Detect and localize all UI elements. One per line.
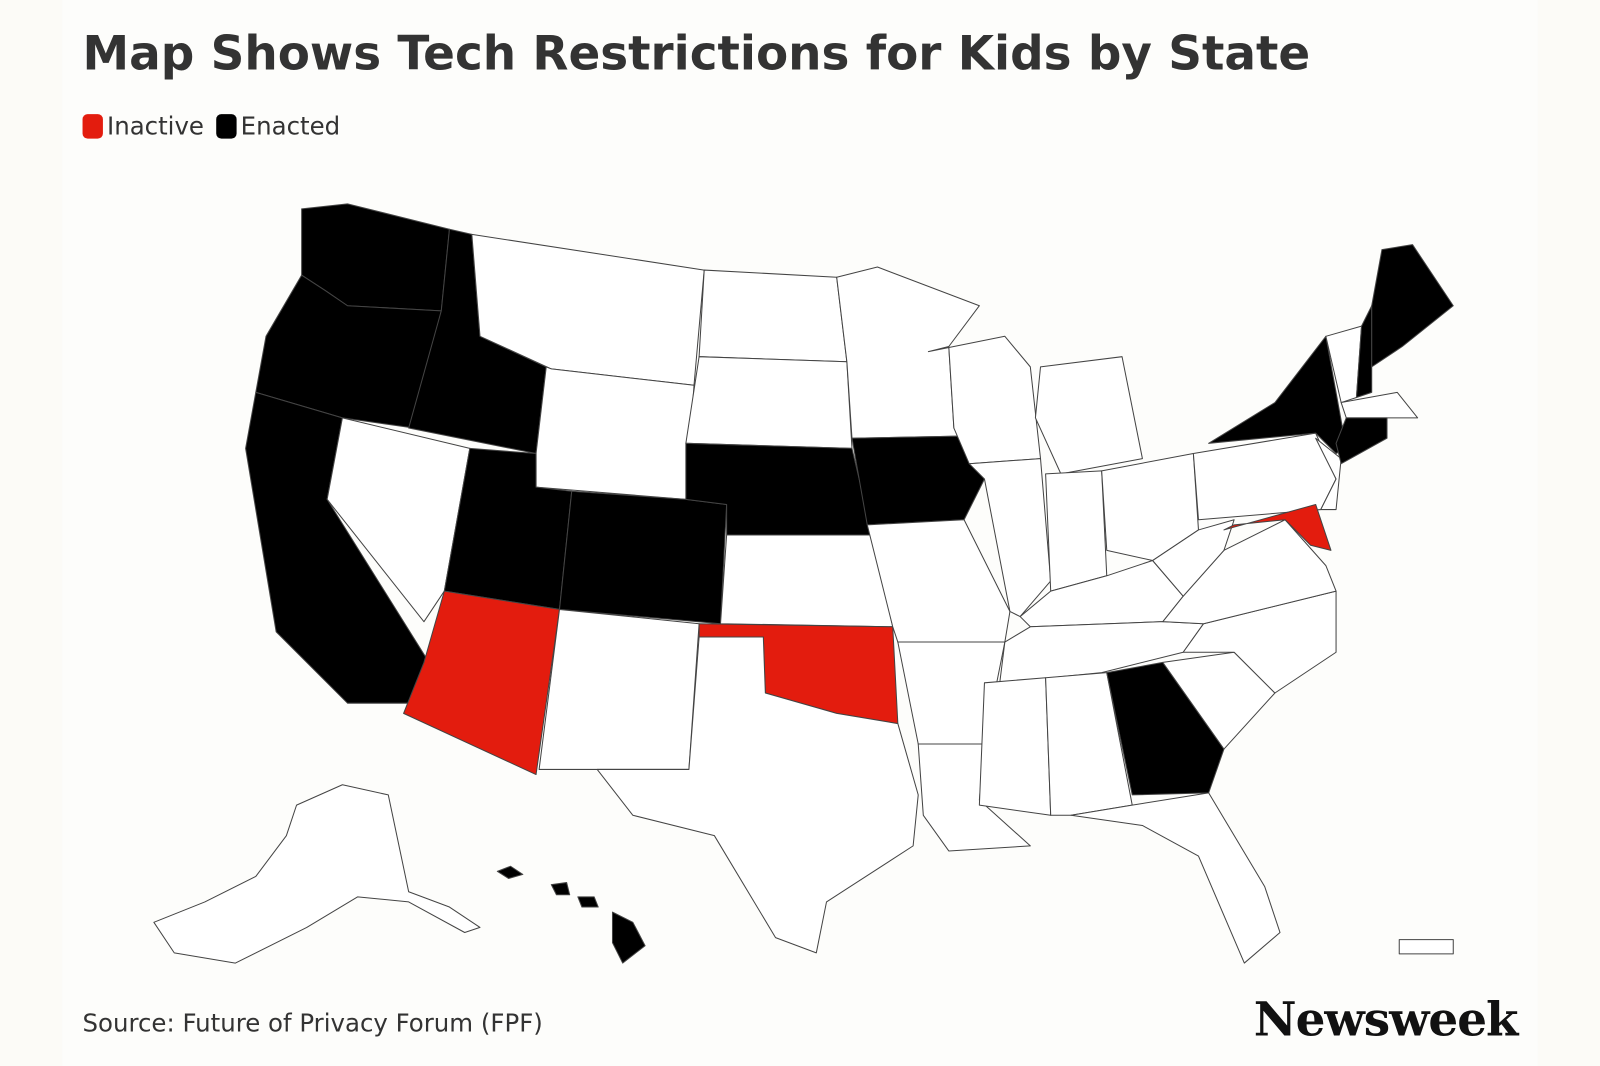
state	[1045, 470, 1108, 592]
state	[1355, 305, 1373, 398]
state	[1335, 417, 1388, 465]
state	[577, 896, 599, 908]
legend-swatch	[82, 114, 103, 139]
state	[326, 417, 471, 623]
state	[558, 490, 728, 625]
state	[611, 911, 646, 964]
state	[1152, 519, 1235, 597]
state	[403, 590, 560, 776]
legend-label: Enacted	[241, 112, 340, 141]
state	[535, 366, 695, 500]
source: Source: Future of Privacy Forum (FPF)	[83, 1008, 543, 1037]
brand-logo: Newsweek	[1254, 992, 1520, 1047]
state	[978, 677, 1052, 816]
state	[496, 865, 524, 879]
state	[719, 534, 894, 628]
title: Map Shows Tech Restrictions for Kids by …	[83, 26, 1311, 81]
legend-swatch	[216, 114, 237, 139]
state	[685, 356, 853, 449]
state	[596, 636, 919, 954]
state	[1223, 503, 1332, 551]
state	[153, 784, 481, 964]
state	[1106, 661, 1225, 796]
state	[698, 269, 848, 363]
state	[1371, 244, 1454, 368]
state	[1398, 939, 1454, 955]
state	[1034, 356, 1143, 475]
state	[1315, 437, 1342, 511]
legend: Inactive Enacted	[82, 112, 340, 141]
us-map	[153, 203, 1454, 964]
state	[851, 435, 985, 526]
state	[1340, 391, 1419, 419]
legend-label: Inactive	[107, 112, 204, 141]
state	[550, 882, 571, 896]
state	[1070, 792, 1281, 964]
state	[538, 608, 700, 770]
